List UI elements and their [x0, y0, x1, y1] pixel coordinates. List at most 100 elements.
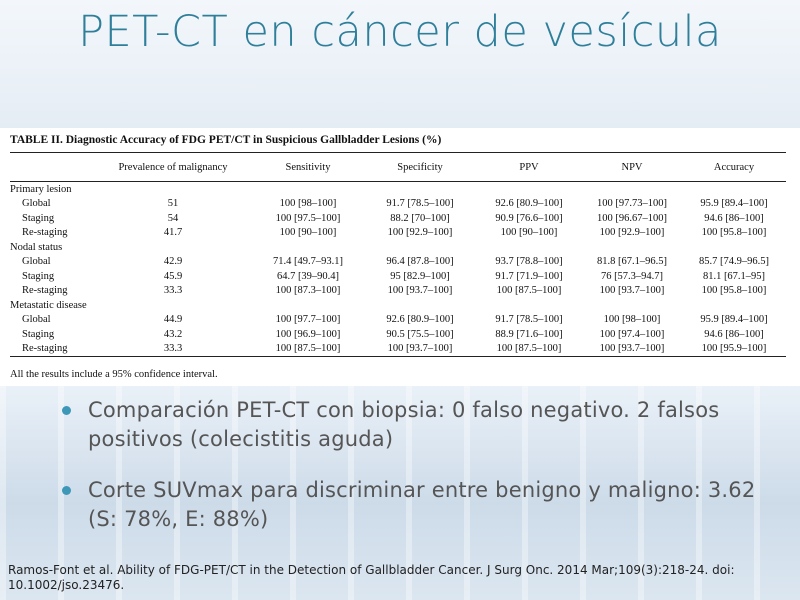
- table-cell: 100 [98–100]: [279, 198, 337, 210]
- table-row: Global 51 100 [98–100] 91.7 [78.5–100] 92.6 …: [10, 197, 786, 212]
- table-cell: 88.9 [71.6–100]: [495, 328, 563, 340]
- table-cell: 94.6 [86–100]: [704, 328, 764, 340]
- table-cell: 81.8 [67.1–96.5]: [597, 256, 667, 268]
- group-label: Nodal status: [10, 241, 63, 253]
- reference-citation: Ramos-Font et al. Ability of FDG-PET/CT …: [8, 563, 735, 592]
- table-cell: 71.4 [49.7–93.1]: [273, 256, 343, 268]
- table-cell: 100 [97.5–100]: [275, 212, 341, 224]
- table-cell: 100 [90–100]: [279, 227, 337, 239]
- table-cell: 100 [87.5–100]: [252, 341, 364, 357]
- table-cell: 94.6 [86–100]: [704, 212, 764, 224]
- table-cell: 100 [92.9–100]: [387, 227, 453, 239]
- table-cell: 91.7 [78.5–100]: [386, 198, 454, 210]
- table-cell: 100 [98–100]: [603, 314, 661, 326]
- table-cell: 85.7 [74.9–96.5]: [699, 256, 769, 268]
- table-cell: 100 [96.9–100]: [275, 328, 341, 340]
- table-row: Global 44.9 100 [97.7–100] 92.6 [80.9–100] 9…: [10, 313, 786, 328]
- table-cell: 45.9: [163, 270, 183, 282]
- table-cell: 100 [93.7–100]: [599, 285, 665, 297]
- table-cell: 41.7: [163, 227, 183, 239]
- group-label: Metastatic disease: [10, 299, 87, 311]
- table-row: Staging 43.2 100 [96.9–100] 90.5 [75.5–100]…: [10, 327, 786, 342]
- header-cell: [10, 152, 94, 182]
- table-row: Re-staging 33.3 100 [87.5–100] 100 [93.7–10…: [10, 341, 786, 357]
- bullet-icon: [62, 486, 71, 495]
- table-cell: 100 [95.8–100]: [701, 227, 767, 239]
- table-cell: 91.7 [78.5–100]: [495, 314, 563, 326]
- table-cell: 42.9: [163, 256, 183, 268]
- bullet-icon: [62, 406, 71, 415]
- header-background: [0, 0, 800, 135]
- row-label: Re-staging: [10, 341, 94, 357]
- row-label: Re-staging: [22, 285, 68, 297]
- accuracy-table: Prevalence of malignancy Sensitivity Spe…: [10, 152, 786, 357]
- table-cell: 100 [97.73–100]: [597, 198, 667, 210]
- table-cell: 92.6 [80.9–100]: [386, 314, 454, 326]
- table-row: Global 42.9 71.4 [49.7–93.1] 96.4 [87.8–100…: [10, 255, 786, 270]
- row-label: Global: [22, 314, 51, 326]
- row-label: Global: [22, 256, 51, 268]
- table-cell: 100 [93.7–100]: [387, 285, 453, 297]
- table-row: Re-staging 41.7 100 [90–100] 100 [92.9–100]…: [10, 226, 786, 241]
- row-label: Staging: [22, 212, 55, 224]
- table-group-row: Primary lesion: [10, 182, 786, 197]
- footer-background-image: [0, 385, 800, 600]
- table-cell: 100 [96.67–100]: [597, 212, 667, 224]
- bullet-item: Comparación PET-CT con biopsia: 0 falso …: [62, 396, 782, 454]
- table-row: Re-staging 33.3 100 [87.3–100] 100 [93.7–10…: [10, 284, 786, 299]
- table-cell: 100 [97.7–100]: [275, 314, 341, 326]
- table-cell: 93.7 [78.8–100]: [495, 256, 563, 268]
- table-cell: 100 [95.8–100]: [701, 285, 767, 297]
- bullet-text: Comparación PET-CT con biopsia: 0 falso …: [88, 398, 720, 451]
- table-cell: 95 [82.9–100]: [390, 270, 450, 282]
- table-cell: 91.7 [71.9–100]: [495, 270, 563, 282]
- table-cell: 100 [87.5–100]: [476, 341, 582, 357]
- row-label: Staging: [22, 328, 55, 340]
- bullet-text: Corte SUVmax para discriminar entre beni…: [88, 478, 756, 531]
- table-cell: 88.2 [70–100]: [390, 212, 450, 224]
- header-cell: PPV: [476, 152, 582, 182]
- table-cell: 100 [87.3–100]: [275, 285, 341, 297]
- header-cell: Accuracy: [682, 152, 786, 182]
- table-cell: 100 [90–100]: [500, 227, 558, 239]
- table-cell: 44.9: [163, 314, 183, 326]
- table-caption: TABLE II. Diagnostic Accuracy of FDG PET…: [10, 134, 442, 146]
- header-cell: Specificity: [364, 152, 476, 182]
- bullet-item: Corte SUVmax para discriminar entre beni…: [62, 476, 782, 534]
- bullet-list: Comparación PET-CT con biopsia: 0 falso …: [62, 396, 782, 556]
- table-cell: 95.9 [89.4–100]: [700, 198, 768, 210]
- table-cell: 51: [167, 198, 179, 210]
- header-cell: Sensitivity: [252, 152, 364, 182]
- table-cell: 33.3: [94, 341, 252, 357]
- table-panel: TABLE II. Diagnostic Accuracy of FDG PET…: [0, 128, 800, 386]
- table-cell: 92.6 [80.9–100]: [495, 198, 563, 210]
- table-cell: 54: [167, 212, 179, 224]
- table-cell: 81.1 [67.1–95]: [702, 270, 766, 282]
- table-cell: 90.9 [76.6–100]: [495, 212, 563, 224]
- slide-title: PET-CT en cáncer de vesícula: [78, 7, 722, 57]
- table-row: Staging 45.9 64.7 [39–90.4] 95 [82.9–100] 91…: [10, 269, 786, 284]
- row-label: Staging: [22, 270, 55, 282]
- row-label: Re-staging: [22, 227, 68, 239]
- row-label: Global: [22, 198, 51, 210]
- table-row: Staging 54 100 [97.5–100] 88.2 [70–100] 90.9…: [10, 211, 786, 226]
- table-cell: 90.5 [75.5–100]: [386, 328, 454, 340]
- group-label: Primary lesion: [10, 183, 72, 195]
- table-group-row: Metastatic disease: [10, 298, 786, 313]
- table-body: Primary lesion Global 51 100 [98–100] 91.7 […: [10, 182, 786, 357]
- table-header-row: Prevalence of malignancy Sensitivity Spe…: [10, 152, 786, 182]
- header-cell: NPV: [582, 152, 682, 182]
- table-cell: 100 [93.7–100]: [364, 341, 476, 357]
- table-cell: 95.9 [89.4–100]: [700, 314, 768, 326]
- table-cell: 100 [92.9–100]: [599, 227, 665, 239]
- table-cell: 43.2: [163, 328, 183, 340]
- table-footnote: All the results include a 95% confidence…: [10, 369, 218, 380]
- header-cell: Prevalence of malignancy: [94, 152, 252, 182]
- table-group-row: Nodal status: [10, 240, 786, 255]
- table-cell: 100 [95.9–100]: [682, 341, 786, 357]
- table-cell: 100 [87.5–100]: [496, 285, 562, 297]
- table-cell: 64.7 [39–90.4]: [276, 270, 340, 282]
- table-cell: 100 [93.7–100]: [582, 341, 682, 357]
- table-cell: 33.3: [163, 285, 183, 297]
- table-cell: 76 [57.3–94.7]: [600, 270, 664, 282]
